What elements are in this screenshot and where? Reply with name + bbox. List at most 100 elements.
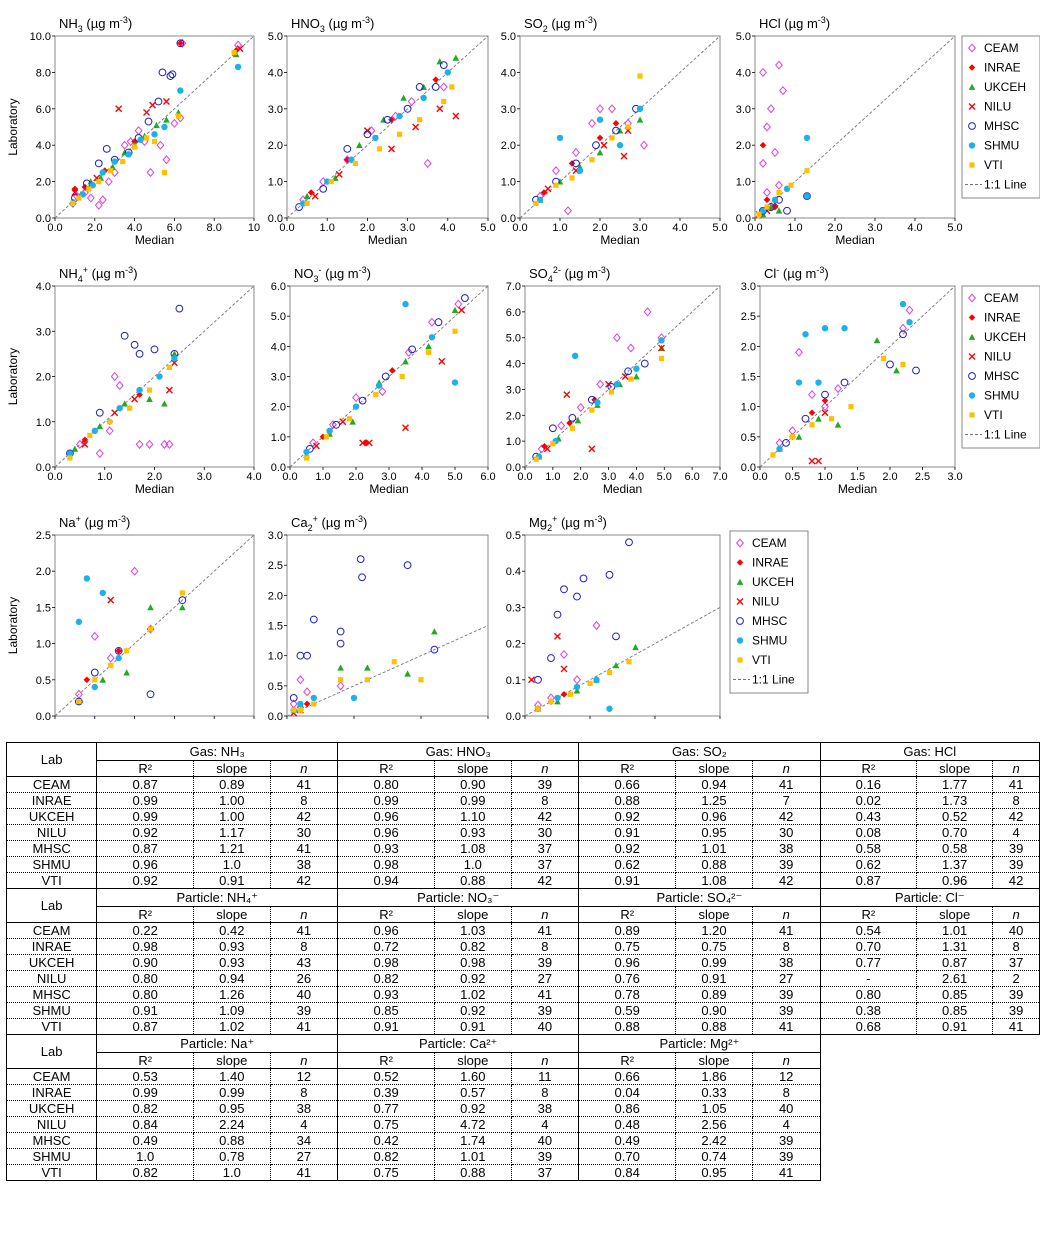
value-cell: 1.0: [193, 1164, 271, 1181]
group-header: Particle: NO₃⁻: [337, 888, 580, 907]
value-cell: 0.99: [193, 1084, 271, 1101]
y-tick-label: 3.0: [271, 372, 286, 384]
data-point-ceam: [309, 438, 318, 448]
data-point-nilu: [620, 152, 628, 160]
y-tick-label: 0.5: [506, 530, 521, 542]
value-cell: 0.92: [96, 872, 195, 889]
data-point-shmu: [136, 386, 143, 394]
legend-frame: [729, 530, 809, 694]
data-point-ukceh: [161, 400, 168, 407]
y-tick-label: 2.0: [501, 140, 516, 152]
x-tick-label: 0.5: [785, 471, 800, 483]
data-point-ukceh: [436, 58, 444, 65]
data-point-ukceh: [356, 141, 363, 149]
data-point-ukceh: [153, 121, 160, 129]
data-point-inrae: [763, 196, 771, 204]
n-label: n: [1012, 760, 1020, 776]
y-tick-label: 1.0: [271, 432, 286, 444]
data-point-ukceh: [121, 400, 128, 407]
x-tick-label: 2.0: [573, 471, 588, 483]
value-cell: 0.75: [337, 1116, 436, 1133]
lab-name-cell: CEAM: [5, 922, 98, 939]
data-point-ceam: [767, 104, 775, 114]
data-point-ceam: [378, 387, 387, 397]
column-header: R²: [819, 760, 918, 777]
chart-title: Cl- (µg m-3): [764, 265, 829, 281]
value-cell: 0.82: [337, 1148, 436, 1165]
data-point-mhsc: [439, 61, 448, 70]
n-label: n: [300, 906, 308, 922]
value-cell: 0.80: [337, 776, 436, 793]
data-point-vti: [399, 373, 405, 380]
data-point-nilu: [388, 145, 396, 153]
y-tick-label: 4.0: [268, 67, 283, 79]
legend-marker-mhsc: [736, 617, 744, 625]
value-cell: 2.24: [193, 1116, 271, 1133]
column-header: n: [751, 1052, 821, 1069]
data-point-mhsc: [150, 345, 159, 354]
data-point-mhsc: [612, 632, 620, 641]
value-cell: 0.04: [578, 1084, 677, 1101]
legend-marker-mhsc: [968, 122, 976, 130]
data-point-ukceh: [400, 94, 407, 101]
value-cell: 8: [992, 792, 1040, 809]
data-point-mhsc: [640, 359, 649, 368]
data-point-shmu: [161, 123, 168, 131]
data-point-nilu: [170, 359, 178, 367]
data-point-nilu: [365, 439, 373, 447]
y-tick-label: 2.0: [268, 140, 283, 152]
data-point-ceam: [336, 681, 345, 691]
value-cell: 0.53: [96, 1068, 195, 1085]
lab-name-cell: VTI: [5, 1018, 98, 1035]
data-point-nilu: [143, 108, 151, 116]
data-point-mhsc: [840, 378, 849, 387]
x-tick-label: 0.0: [47, 222, 62, 234]
y-tick-label: 0.0: [268, 213, 283, 225]
lab-name-cell: NILU: [5, 824, 98, 841]
lab-name-cell: SHMU: [5, 856, 98, 873]
value-cell: 1.21: [193, 840, 271, 857]
value-cell: 34: [269, 1132, 339, 1149]
x-tick-label: 4.0: [440, 222, 455, 234]
empty-cell: [820, 1101, 1039, 1117]
y-tick-label: 1.5: [741, 372, 756, 384]
table-row: MHSC 0.87 1.21 41 0.93 1.08 37 0.92 1.01 38 0.58 0.…: [5, 840, 1040, 857]
scatter-chart: 0.0 1.0 2.0 3.0 4.0 5.0 6.0 7.0 0.0 1.0 2.0 3.0 4.0 5…: [506, 265, 728, 496]
data-point-mhsc: [158, 68, 167, 77]
table-row: CEAM 0.53 1.40 12 0.52 1.60 11 0.66 1.86 12: [5, 1068, 1040, 1085]
data-point-ceam: [404, 347, 413, 357]
data-point-ceam: [821, 402, 829, 412]
table-row: MHSC 0.49 0.88 34 0.42 1.74 40 0.49 2.42 39: [5, 1132, 1040, 1149]
value-cell: 8: [751, 1084, 821, 1101]
data-point-inrae: [136, 391, 143, 398]
y-tick-label: 2.0: [36, 566, 51, 578]
value-cell: 0.95: [193, 1100, 271, 1117]
value-cell: 4: [751, 1116, 821, 1133]
legend-marker-mhsc: [968, 372, 976, 380]
data-point-nilu: [236, 45, 244, 53]
column-header: n: [510, 906, 580, 923]
data-point-vti: [848, 404, 854, 410]
data-point-mhsc: [363, 130, 372, 139]
value-cell: 0.66: [578, 776, 677, 793]
data-point-ceam: [759, 158, 767, 168]
y-tick-label: 0.0: [736, 213, 751, 225]
data-point-ukceh: [420, 83, 427, 90]
data-point-inrae: [131, 138, 138, 145]
data-point-shmu: [594, 399, 601, 406]
x-tick-label: 0.0: [747, 222, 762, 234]
data-point-nilu: [821, 409, 829, 417]
value-cell: 0.70: [916, 824, 994, 841]
table-row: CEAM 0.22 0.42 41 0.96 1.03 41 0.89 1.20 41 0.54 1.…: [5, 922, 1040, 939]
data-point-vti: [304, 200, 310, 207]
data-point-ukceh: [815, 415, 822, 422]
data-point-ceam: [808, 390, 816, 400]
one-to-one-line: [54, 534, 255, 717]
x-tick-label: 2.5: [915, 471, 930, 483]
data-point-shmu: [91, 683, 99, 691]
chart-title: Na+ (µg m-3): [59, 514, 130, 530]
value-cell: 0.92: [578, 808, 677, 825]
data-point-mhsc: [821, 390, 829, 399]
data-point-vti: [364, 677, 370, 683]
legend: CEAM INRAE UKCEH NILU MHSC SHMU VTI 1:1 Line: [961, 35, 1040, 199]
